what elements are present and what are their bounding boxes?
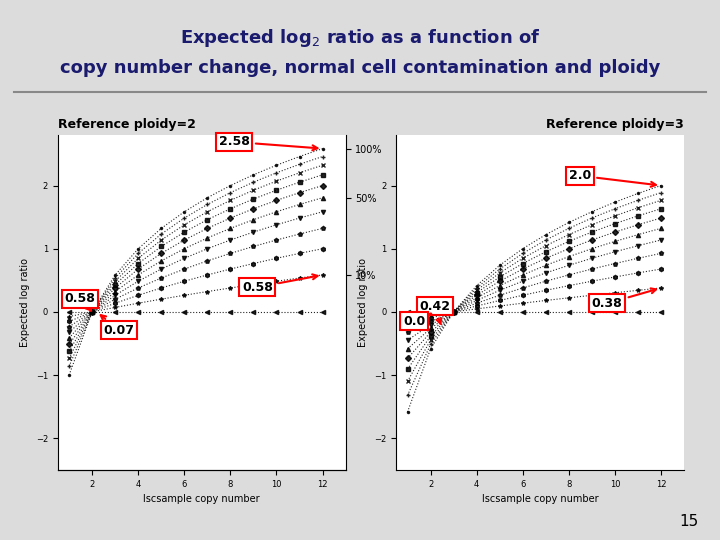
Text: 0.42: 0.42 <box>419 300 450 323</box>
X-axis label: lscsample copy number: lscsample copy number <box>143 494 260 504</box>
Text: 0.38: 0.38 <box>592 288 656 310</box>
Text: Reference ploidy=3: Reference ploidy=3 <box>546 118 684 131</box>
Y-axis label: Expected log ratio: Expected log ratio <box>20 258 30 347</box>
Text: 2.58: 2.58 <box>219 136 318 150</box>
Text: 0.0: 0.0 <box>403 314 431 327</box>
Text: 2.0: 2.0 <box>569 169 656 187</box>
Text: 15: 15 <box>679 514 698 529</box>
Y-axis label: Expected log ratio: Expected log ratio <box>359 258 369 347</box>
Text: Reference ploidy=2: Reference ploidy=2 <box>58 118 195 131</box>
X-axis label: lscsample copy number: lscsample copy number <box>482 494 598 504</box>
Text: Expected log$_2$ ratio as a function of: Expected log$_2$ ratio as a function of <box>180 27 540 49</box>
Text: 0.58: 0.58 <box>242 274 318 294</box>
Text: 0.58: 0.58 <box>65 292 95 311</box>
Text: 0.07: 0.07 <box>101 315 135 337</box>
Text: copy number change, normal cell contamination and ploidy: copy number change, normal cell contamin… <box>60 59 660 77</box>
